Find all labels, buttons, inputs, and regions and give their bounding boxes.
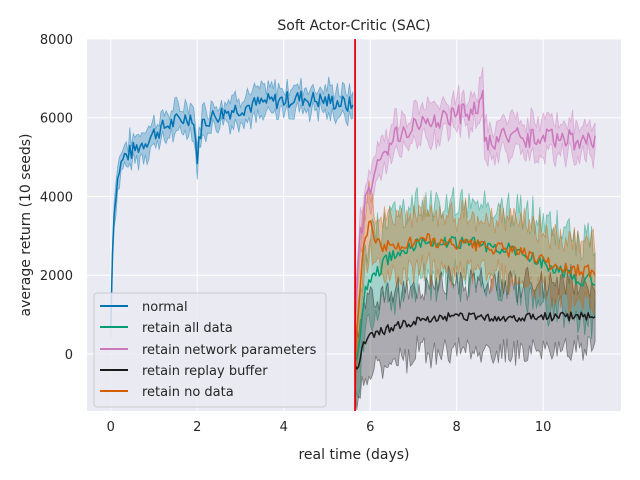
- x-tick-label: 6: [366, 420, 374, 435]
- legend-label-retain-no-data: retain no data: [142, 385, 234, 400]
- legend-label-retain-network-parameters: retain network parameters: [142, 343, 317, 358]
- x-tick-label: 2: [193, 420, 201, 435]
- y-axis-label: average return (10 seeds): [18, 134, 34, 317]
- series-line-retain-no-data: [354, 220, 596, 368]
- y-tick-label: 6000: [40, 112, 73, 127]
- chart-title: Soft Actor-Critic (SAC): [277, 18, 430, 34]
- x-tick-label: 4: [280, 420, 288, 435]
- legend-box: [93, 292, 327, 408]
- x-tick-label: 10: [535, 420, 552, 435]
- y-tick-label: 8000: [40, 33, 73, 48]
- legend-label-retain-replay-buffer: retain replay buffer: [142, 364, 268, 379]
- y-tick-label: 0: [65, 348, 73, 363]
- series-lines: [110, 89, 596, 370]
- legend-label-retain-all-data: retain all data: [142, 321, 233, 336]
- x-axis-label: real time (days): [298, 447, 409, 463]
- grid-lines: [87, 38, 621, 411]
- legend-label-normal: normal: [142, 300, 188, 315]
- band-retain-replay-buffer: [354, 263, 596, 410]
- series-line-retain-replay-buffer: [354, 311, 596, 370]
- series-line-retain-network-parameters: [354, 89, 596, 313]
- legend: normal retain all data retain network pa…: [93, 292, 327, 408]
- band-normal: [110, 76, 354, 340]
- tick-labels: 0 2 4 6 8 10 0 2000 4000 6000 8000: [40, 33, 552, 435]
- band-retain-network-parameters: [354, 66, 596, 331]
- series-line-normal: [110, 90, 354, 327]
- x-tick-label: 8: [453, 420, 461, 435]
- y-tick-label: 4000: [40, 190, 73, 205]
- x-tick-label: 0: [107, 420, 115, 435]
- y-tick-label: 2000: [40, 269, 73, 284]
- band-retain-no-data: [354, 180, 596, 399]
